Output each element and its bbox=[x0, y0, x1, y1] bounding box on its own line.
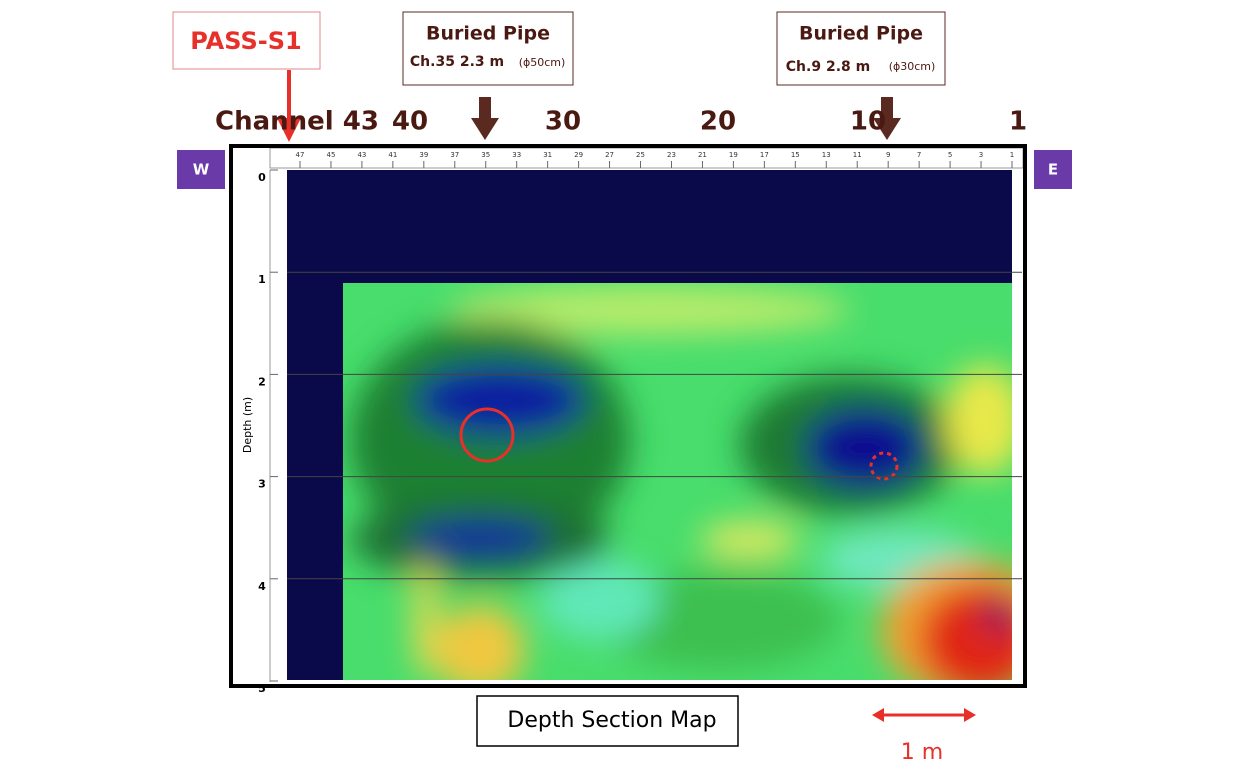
ruler-tick-label: 15 bbox=[791, 151, 800, 159]
ruler-tick-label: 19 bbox=[729, 151, 738, 159]
ruler-tick-label: 7 bbox=[917, 151, 921, 159]
channel-ruler: 47 45 43 41 39 37 35 33 31 29 27 25 23 21 19 17 15 13 11 9 7… bbox=[269, 147, 1024, 169]
channel-label: Channel 43 bbox=[215, 107, 379, 137]
ruler-tick-label: 21 bbox=[698, 151, 707, 159]
caption: Depth Section Map bbox=[507, 708, 716, 733]
channel-label: 30 bbox=[545, 107, 581, 137]
ruler-tick-label: 13 bbox=[822, 151, 831, 159]
depth-tick-label: 1 bbox=[258, 273, 266, 286]
pass-annotation: PASS-S1 bbox=[172, 11, 321, 142]
depth-tick-label: 5 bbox=[258, 682, 266, 695]
ruler-tick-label: 25 bbox=[636, 151, 645, 159]
channel-labels: Channel 43 40 30 20 10 1 bbox=[215, 107, 1027, 137]
pipe-annotation: Buried Pipe Ch.9 2.8 m (ϕ30cm) bbox=[776, 11, 946, 140]
ruler-tick-label: 29 bbox=[574, 151, 583, 159]
ruler-tick-label: 33 bbox=[512, 151, 521, 159]
west-label: W bbox=[193, 161, 210, 179]
scale-bar: 1 m bbox=[872, 708, 976, 765]
ruler-tick-label: 43 bbox=[357, 151, 366, 159]
ruler-tick-label: 45 bbox=[326, 151, 335, 159]
ruler-tick-label: 5 bbox=[948, 151, 952, 159]
pipe-detail: Ch.9 2.8 m bbox=[786, 59, 870, 75]
plot-frame bbox=[229, 144, 1027, 688]
scale-label: 1 m bbox=[901, 740, 943, 765]
east-label: E bbox=[1048, 161, 1058, 179]
depth-tick-label: 3 bbox=[258, 478, 266, 491]
channel-label: 1 bbox=[1009, 107, 1027, 137]
pipe-title: Buried Pipe bbox=[799, 23, 923, 45]
ruler-tick-label: 9 bbox=[886, 151, 890, 159]
heatmap bbox=[343, 283, 1012, 680]
ruler-tick-label: 3 bbox=[979, 151, 983, 159]
ruler-tick-label: 31 bbox=[543, 151, 552, 159]
pipe-arrow bbox=[471, 97, 499, 140]
pipe-detail: Ch.35 2.3 m bbox=[410, 54, 504, 70]
channel-label: 10 bbox=[850, 107, 886, 137]
pipe-arrow bbox=[873, 97, 901, 140]
pipe-marker bbox=[459, 407, 515, 463]
pipe-annotation: Buried Pipe Ch.35 2.3 m (ϕ50cm) bbox=[402, 11, 574, 140]
ruler-tick-label: 27 bbox=[605, 151, 614, 159]
pipe-marker bbox=[869, 451, 899, 481]
ruler-tick-label: 47 bbox=[296, 151, 305, 159]
ruler-tick-label: 11 bbox=[853, 151, 862, 159]
pipe-size: (ϕ50cm) bbox=[519, 56, 566, 69]
pipe-title: Buried Pipe bbox=[426, 23, 550, 45]
ruler-tick-label: 41 bbox=[388, 151, 397, 159]
depth-tick-label: 4 bbox=[258, 580, 266, 593]
channel-label: 20 bbox=[700, 107, 736, 137]
depth-axis: Depth (m) 0 1 2 3 4 5 bbox=[233, 168, 287, 695]
east-box bbox=[1034, 150, 1072, 189]
pipe-size: (ϕ30cm) bbox=[889, 60, 936, 73]
depth-tick-label: 0 bbox=[258, 171, 266, 184]
caption-box bbox=[476, 695, 739, 747]
ruler-tick-label: 23 bbox=[667, 151, 676, 159]
ruler-tick-label: 1 bbox=[1010, 151, 1014, 159]
depth-axis-label: Depth (m) bbox=[241, 397, 254, 453]
west-box bbox=[177, 150, 225, 189]
depth-tick-label: 2 bbox=[258, 375, 266, 388]
channel-label: 40 bbox=[392, 107, 428, 137]
ruler-tick-label: 37 bbox=[450, 151, 459, 159]
ruler-tick-label: 39 bbox=[419, 151, 428, 159]
ruler-tick-label: 17 bbox=[760, 151, 769, 159]
pass-label: PASS-S1 bbox=[190, 27, 301, 55]
ruler-tick-label: 35 bbox=[481, 151, 490, 159]
